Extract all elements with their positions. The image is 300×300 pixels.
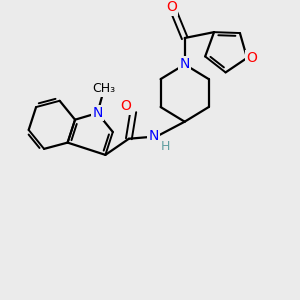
- Text: O: O: [246, 51, 257, 65]
- Text: N: N: [148, 129, 159, 143]
- Text: O: O: [166, 0, 177, 14]
- Text: CH₃: CH₃: [92, 82, 116, 95]
- Text: O: O: [121, 99, 131, 113]
- Text: H: H: [160, 140, 170, 153]
- Text: N: N: [179, 57, 190, 71]
- Text: N: N: [92, 106, 103, 120]
